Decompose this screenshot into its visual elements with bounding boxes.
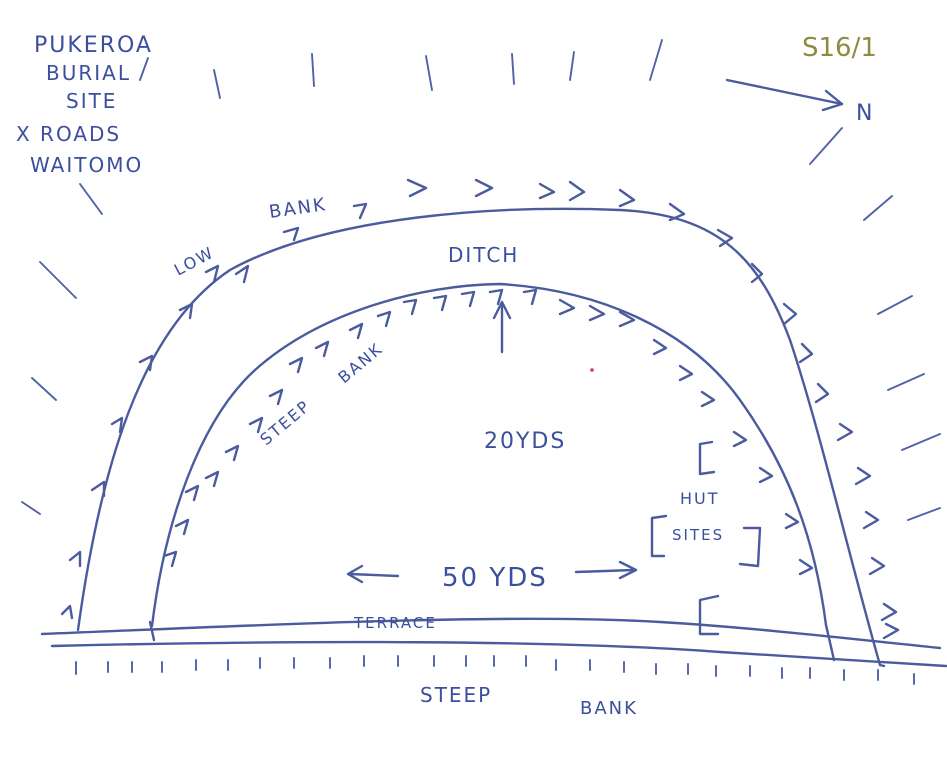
title-line-xroads: X ROADS	[16, 122, 121, 146]
outer-slope-hachures	[21, 39, 941, 521]
north-label: N	[856, 101, 874, 126]
terrace-line	[40, 617, 942, 650]
title-line-pukeroa: PUKEROA	[34, 33, 153, 58]
label-hut: HUT	[680, 489, 720, 508]
depth-arrow-head	[492, 300, 512, 320]
label-ditch: DITCH	[448, 243, 519, 267]
inner-bank-line	[150, 282, 828, 628]
base-line	[50, 640, 947, 668]
site-reference: S16/1	[802, 33, 877, 63]
width-arrow-left-head	[346, 564, 364, 584]
label-width: 50 YDS	[442, 563, 548, 593]
hut-bracket-left	[650, 514, 668, 558]
title-line-site: SITE	[66, 89, 117, 113]
title-line-burial: BURIAL	[46, 61, 131, 85]
label-sites: SITES	[672, 526, 724, 544]
inner-bank-end	[824, 623, 836, 662]
inner-bank-chevrons	[162, 288, 814, 576]
outer-bank-end	[878, 663, 886, 668]
red-dot-mark	[590, 368, 594, 372]
bottom-steep-bank-ticks	[75, 655, 915, 685]
width-arrow-right-shaft	[574, 568, 636, 574]
hut-bracket-right	[738, 526, 762, 568]
north-arrow: N	[725, 78, 874, 126]
hut-bracket-bottom	[698, 594, 720, 636]
label-steep-bottom: STEEP	[420, 683, 492, 707]
label-bank-bottom: BANK	[580, 698, 638, 719]
label-depth: 20YDS	[484, 429, 566, 454]
outer-bank-chevrons	[60, 178, 900, 640]
outer-bank-line	[76, 207, 882, 667]
north-arrow-shaft	[725, 78, 844, 106]
north-arrow-head	[821, 89, 844, 112]
title-line-waitomo: WAITOMO	[30, 153, 143, 177]
terrace-tick	[148, 620, 156, 642]
width-arrow-left-shaft	[348, 572, 400, 578]
label-terrace: TERRACE	[353, 614, 437, 632]
width-arrow-right-head	[618, 560, 638, 580]
title-block: PUKEROA BURIAL SITE X ROADS WAITOMO	[16, 33, 153, 177]
hut-site-brackets	[650, 440, 762, 636]
hut-bracket-top	[698, 440, 716, 476]
